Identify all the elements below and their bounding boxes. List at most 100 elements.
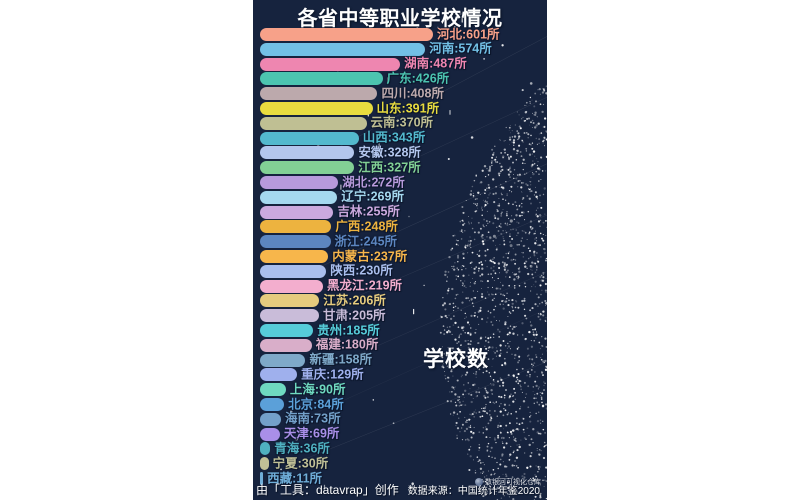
bar [260,57,401,71]
bar-row: 天津:69所 [253,426,547,441]
bar [260,250,329,263]
bar [260,190,338,204]
watermark-text: 数银河可视化仓库 [485,479,541,486]
bar-label: 新疆:158所 [309,352,372,367]
bar [260,472,264,485]
bar [260,398,285,411]
bar-label: 山西:343所 [362,130,426,145]
bar-label: 湖南:487所 [404,56,467,71]
bar [260,457,269,471]
bar [260,353,306,367]
bar-row: 海南:73所 [253,411,547,426]
bar-row: 北京:84所 [253,398,547,411]
bar-label: 江西:327所 [358,160,421,175]
bar [260,72,383,86]
bar [260,442,271,456]
bar-row: 吉林:255所 [253,204,547,219]
bar-label: 广西:248所 [335,219,398,234]
bar-row: 江西:327所 [253,160,547,175]
bar [260,427,280,441]
bar-row: 甘肃:205所 [253,309,547,323]
axis-label: 学校数 [423,348,489,371]
bar [260,116,367,130]
bar [260,368,298,382]
bar-label: 宁夏:30所 [272,456,329,471]
bar-row: 山东:391所 [253,102,547,115]
bar [260,412,281,426]
bar-label: 安徽:328所 [358,145,421,160]
bar-row: 西藏:11所 [253,472,547,485]
bar-label: 黑龙江:219所 [327,278,403,293]
bar-row: 山西:343所 [253,130,547,145]
bar-label: 湖北:272所 [342,175,405,189]
bar [260,205,334,219]
bar-row: 宁夏:30所 [253,456,547,471]
watermark-logo-icon [475,478,483,486]
bar-label: 河南:574所 [429,41,492,56]
bar [260,161,355,175]
bar-row: 重庆:129所 [253,367,547,382]
footer-credit: 由「工具：datavrap」创作 [256,483,399,497]
bar-label: 贵州:185所 [317,323,380,337]
watermark: 数银河可视化仓库 [475,477,541,487]
bar-label: 北京:84所 [288,397,344,411]
bar [260,176,339,189]
bar-label: 山东:391所 [376,101,440,115]
bar-row: 江苏:206所 [253,294,547,308]
bar-row: 黑龙江:219所 [253,278,547,293]
bar-row: 青海:36所 [253,441,547,456]
bar [260,294,320,308]
bar-label: 重庆:129所 [301,367,364,382]
bar-row: 广西:248所 [253,219,547,234]
bar-row: 新疆:158所 [253,352,547,367]
bar-row: 上海:90所 [253,382,547,397]
bar-label: 青海:36所 [274,441,330,456]
bar [260,131,359,145]
bar [260,28,433,41]
bar-label: 吉林:255所 [337,204,400,219]
bar-row: 浙江:245所 [253,234,547,249]
bar-row: 四川:408所 [253,86,547,101]
bar [260,42,426,56]
bar-label: 河北:601所 [437,27,500,41]
bar-label: 辽宁:269所 [341,189,404,204]
bar [260,220,332,234]
chart-panel: 各省中等职业学校情况 河北:601所 河南:574所 湖南:487所 广东:426所四… [253,0,547,500]
bar-label: 四川:408所 [381,86,444,101]
bar-label: 海南:73所 [285,411,341,426]
bar-row: 广东:426所 [253,71,547,86]
starfield-globe-background [261,12,547,500]
chart-title: 各省中等职业学校情况 [297,8,503,30]
bar-row: 陕西:230所 [253,263,547,278]
bar-label: 云南:370所 [370,115,434,130]
bar [260,102,373,115]
bar-row: 辽宁:269所 [253,189,547,204]
bar [260,309,319,323]
bar-row: 湖北:272所 [253,176,547,189]
bar-row: 安徽:328所 [253,145,547,160]
bar [260,264,327,278]
bar [260,235,331,249]
bar [260,87,378,101]
bar-row: 内蒙古:237所 [253,250,547,263]
footer-source: 数据来源：中国统计年鉴2020 [407,486,540,497]
bar-row: 贵州:185所 [253,324,547,337]
bar-label: 西藏:11所 [267,471,323,485]
bar [260,279,324,293]
bar [260,146,355,160]
bar [260,338,312,352]
bar-label: 福建:180所 [315,337,379,352]
bar-row: 福建:180所 [253,337,547,352]
bar-label: 广东:426所 [386,71,450,86]
bar [260,324,314,337]
bar-label: 上海:90所 [289,382,346,397]
bar [260,383,286,397]
bar-label: 内蒙古:237所 [332,249,408,263]
bar-label: 浙江:245所 [334,234,398,249]
bar-label: 天津:69所 [283,426,340,441]
bar-row: 河北:601所 [253,28,547,41]
bar-row: 河南:574所 [253,41,547,56]
bar-label: 陕西:230所 [330,263,393,278]
bar-row: 湖南:487所 [253,56,547,71]
